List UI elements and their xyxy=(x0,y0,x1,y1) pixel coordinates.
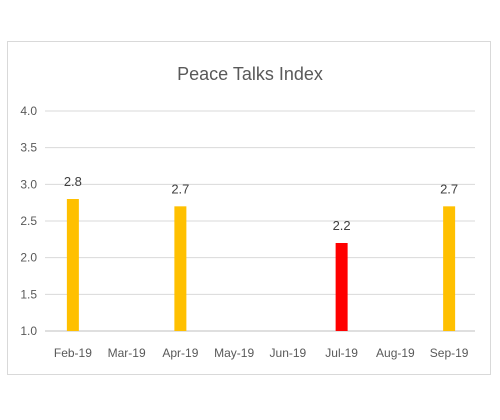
data-label: 2.7 xyxy=(440,181,458,196)
y-axis-labels: 1.0 1.5 2.0 2.5 3.0 3.5 4.0 xyxy=(20,104,37,338)
bar-apr-19 xyxy=(174,206,187,331)
bar-jul-19 xyxy=(335,243,348,331)
x-tick-label: Sep-19 xyxy=(430,346,469,360)
data-label: 2.7 xyxy=(171,181,189,196)
y-tick-label: 1.0 xyxy=(20,324,37,338)
x-tick-label: Aug-19 xyxy=(376,346,415,360)
chart-title: Peace Talks Index xyxy=(177,64,323,84)
chart-frame xyxy=(7,41,491,375)
bar-feb-19 xyxy=(66,199,79,331)
gridlines xyxy=(45,110,475,332)
y-tick-label: 3.5 xyxy=(20,141,37,155)
y-tick-label: 2.5 xyxy=(20,214,37,228)
y-tick-label: 4.0 xyxy=(20,104,37,118)
x-tick-label: Mar-19 xyxy=(108,346,146,360)
y-tick-label: 2.0 xyxy=(20,251,37,265)
x-tick-label: Jun-19 xyxy=(270,346,307,360)
y-tick-label: 3.0 xyxy=(20,177,37,191)
bar-sep-19 xyxy=(443,206,456,331)
x-tick-label: Jul-19 xyxy=(325,346,358,360)
data-label: 2.8 xyxy=(64,174,82,189)
bars xyxy=(66,199,456,331)
y-tick-label: 1.5 xyxy=(20,287,37,301)
x-axis-labels: Feb-19 Mar-19 Apr-19 May-19 Jun-19 Jul-19 Aug-… xyxy=(54,346,469,360)
data-label: 2.2 xyxy=(333,218,351,233)
x-tick-label: May-19 xyxy=(214,346,254,360)
x-tick-label: Apr-19 xyxy=(162,346,198,360)
data-labels: 2.8 2.7 2.2 2.7 xyxy=(64,174,458,233)
x-tick-label: Feb-19 xyxy=(54,346,92,360)
